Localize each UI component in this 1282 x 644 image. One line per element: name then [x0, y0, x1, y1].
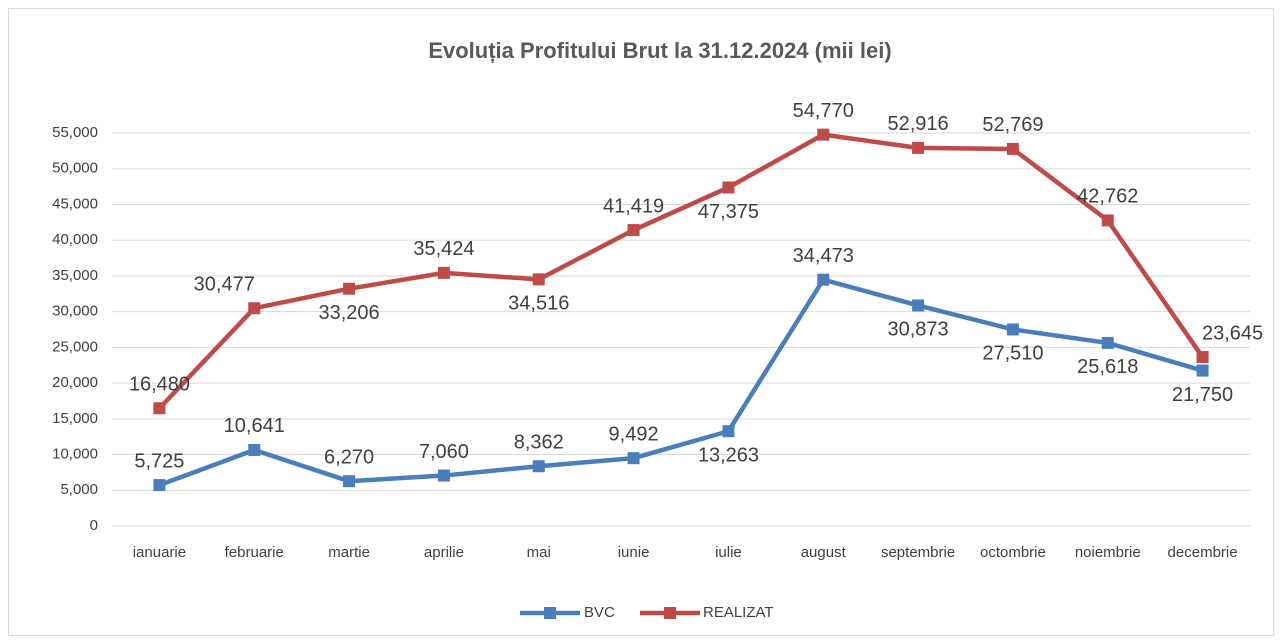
x-tick-label: mai: [527, 544, 551, 561]
data-label: 8,362: [514, 432, 564, 454]
y-tick-label: 45,000: [52, 195, 98, 212]
data-label: 30,873: [887, 319, 948, 341]
data-label: 25,618: [1077, 356, 1138, 378]
point-marker: [437, 266, 450, 279]
point-marker: [627, 224, 640, 237]
data-label: 52,916: [887, 113, 948, 135]
x-tick-label: iulie: [715, 544, 742, 561]
y-tick-label: 55,000: [52, 124, 98, 141]
point-marker: [153, 479, 166, 492]
data-label: 30,477: [194, 274, 255, 296]
data-label: 7,060: [419, 441, 469, 463]
data-label: 47,375: [698, 201, 759, 223]
x-tick-label: februarie: [225, 544, 284, 561]
point-marker: [817, 128, 830, 141]
data-label: 13,263: [698, 445, 759, 467]
data-label: 33,206: [318, 302, 379, 324]
point-marker: [532, 273, 545, 286]
point-marker: [532, 460, 545, 473]
y-tick-label: 10,000: [52, 446, 98, 463]
data-label: 9,492: [609, 423, 659, 445]
data-label: 34,516: [508, 293, 569, 315]
data-label: 5,725: [134, 450, 184, 472]
y-tick-label: 40,000: [52, 231, 98, 248]
point-marker: [153, 402, 166, 415]
x-tick-label: noiembrie: [1075, 544, 1141, 561]
y-tick-label: 25,000: [52, 338, 98, 355]
x-tick-label: septembrie: [881, 544, 955, 561]
x-tick-label: august: [801, 544, 847, 561]
y-tick-label: 0: [90, 517, 98, 534]
point-marker: [1101, 336, 1114, 349]
point-marker: [248, 443, 261, 456]
y-tick-label: 5,000: [60, 481, 98, 498]
data-label: 42,762: [1077, 186, 1138, 208]
legend-marker: [664, 607, 676, 619]
y-tick-label: 30,000: [52, 303, 98, 320]
x-tick-label: aprilie: [424, 544, 464, 561]
x-tick-label: octombrie: [980, 544, 1046, 561]
data-label: 10,641: [224, 415, 285, 437]
data-label: 34,473: [793, 245, 854, 267]
legend-label: BVC: [584, 604, 615, 621]
chart-title: Evoluția Profitului Brut la 31.12.2024 (…: [428, 38, 891, 63]
point-marker: [627, 452, 640, 465]
point-marker: [722, 425, 735, 438]
point-marker: [912, 141, 925, 154]
x-tick-label: iunie: [618, 544, 650, 561]
chart-border: [8, 8, 1274, 636]
y-tick-label: 50,000: [52, 160, 98, 177]
x-tick-label: martie: [328, 544, 370, 561]
x-tick-label: ianuarie: [133, 544, 186, 561]
legend-marker: [544, 607, 556, 619]
series-line: [157, 132, 1205, 410]
point-marker: [437, 469, 450, 482]
y-tick-label: 35,000: [52, 267, 98, 284]
data-label: 52,769: [982, 114, 1043, 136]
point-marker: [1006, 323, 1019, 336]
point-marker: [343, 282, 356, 295]
point-marker: [817, 273, 830, 286]
data-label: 35,424: [413, 238, 474, 260]
x-tick-label: decembrie: [1168, 544, 1238, 561]
point-marker: [1006, 142, 1019, 155]
legend-label: REALIZAT: [703, 604, 774, 621]
data-label: 54,770: [793, 100, 854, 122]
point-marker: [722, 181, 735, 194]
point-marker: [343, 475, 356, 488]
data-label: 16,480: [129, 374, 190, 396]
y-tick-label: 15,000: [52, 410, 98, 427]
data-label: 27,510: [982, 343, 1043, 365]
point-marker: [1101, 214, 1114, 227]
point-marker: [1196, 351, 1209, 364]
data-label: 21,750: [1172, 384, 1233, 406]
data-label: 6,270: [324, 446, 374, 468]
point-marker: [1196, 364, 1209, 377]
y-tick-label: 20,000: [52, 374, 98, 391]
series-line: [158, 277, 1204, 488]
data-label: 41,419: [603, 195, 664, 217]
point-marker: [248, 302, 261, 315]
point-marker: [912, 299, 925, 312]
data-label: 23,645: [1202, 322, 1263, 344]
